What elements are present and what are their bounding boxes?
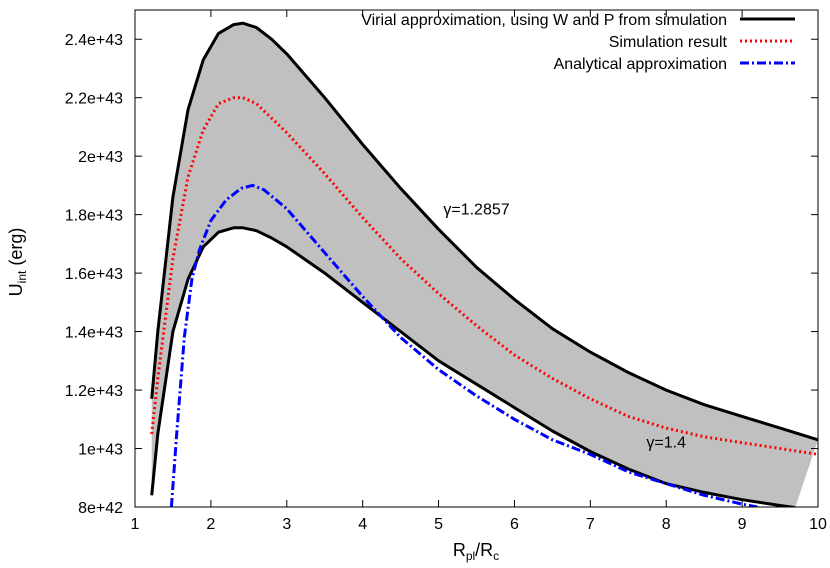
x-tick-label: 2 bbox=[206, 516, 215, 533]
series-line-3 bbox=[169, 183, 758, 507]
x-axis-label: Rpl/Rc bbox=[453, 540, 499, 563]
series-line-1 bbox=[150, 226, 796, 507]
legend-label: Analytical approximation bbox=[554, 56, 727, 73]
y-axis-ticks: 8e+42 1e+43 1.2e+43 1.4e+43 1.6e+43 1.8e+43 2e… bbox=[65, 32, 818, 517]
y-axis-label: Uint (erg) bbox=[6, 228, 29, 297]
y-tick-label: 8e+42 bbox=[78, 500, 123, 517]
legend-label: Simulation result bbox=[609, 34, 728, 51]
x-tick-label: 6 bbox=[510, 516, 519, 533]
x-axis-ticks: 1 2 3 4 5 6 7 8 9 10 bbox=[131, 10, 827, 533]
x-tick-label: 7 bbox=[586, 516, 595, 533]
gamma-annotation: γ=1.2857 bbox=[443, 202, 509, 219]
x-tick-label: 9 bbox=[738, 516, 747, 533]
x-tick-label: 1 bbox=[131, 516, 140, 533]
y-tick-label: 2.4e+43 bbox=[65, 32, 123, 49]
annotation-layer: γ=1.2857 γ=1.4 bbox=[443, 202, 686, 452]
gamma-annotation: γ=1.4 bbox=[646, 435, 686, 452]
series-layer bbox=[150, 21, 818, 507]
x-tick-label: 8 bbox=[662, 516, 671, 533]
y-tick-label: 2.2e+43 bbox=[65, 91, 123, 108]
y-tick-label: 1.2e+43 bbox=[65, 383, 123, 400]
series-line-2 bbox=[150, 96, 818, 456]
plot-frame bbox=[134, 9, 819, 508]
x-tick-label: 4 bbox=[358, 516, 367, 533]
x-tick-label: 5 bbox=[434, 516, 443, 533]
x-tick-label: 3 bbox=[282, 516, 291, 533]
y-tick-label: 2e+43 bbox=[78, 149, 123, 166]
y-tick-label: 1.8e+43 bbox=[65, 208, 123, 225]
legend: Virial approximation, using W and P from… bbox=[361, 12, 795, 73]
y-tick-label: 1.4e+43 bbox=[65, 325, 123, 342]
shaded-band bbox=[151, 23, 818, 507]
legend-label: Virial approximation, using W and P from… bbox=[361, 12, 727, 29]
y-tick-label: 1e+43 bbox=[78, 442, 123, 459]
shaded-band-layer bbox=[151, 23, 818, 507]
series-line-0 bbox=[150, 21, 818, 442]
x-tick-label: 10 bbox=[809, 516, 827, 533]
y-tick-label: 1.6e+43 bbox=[65, 266, 123, 283]
